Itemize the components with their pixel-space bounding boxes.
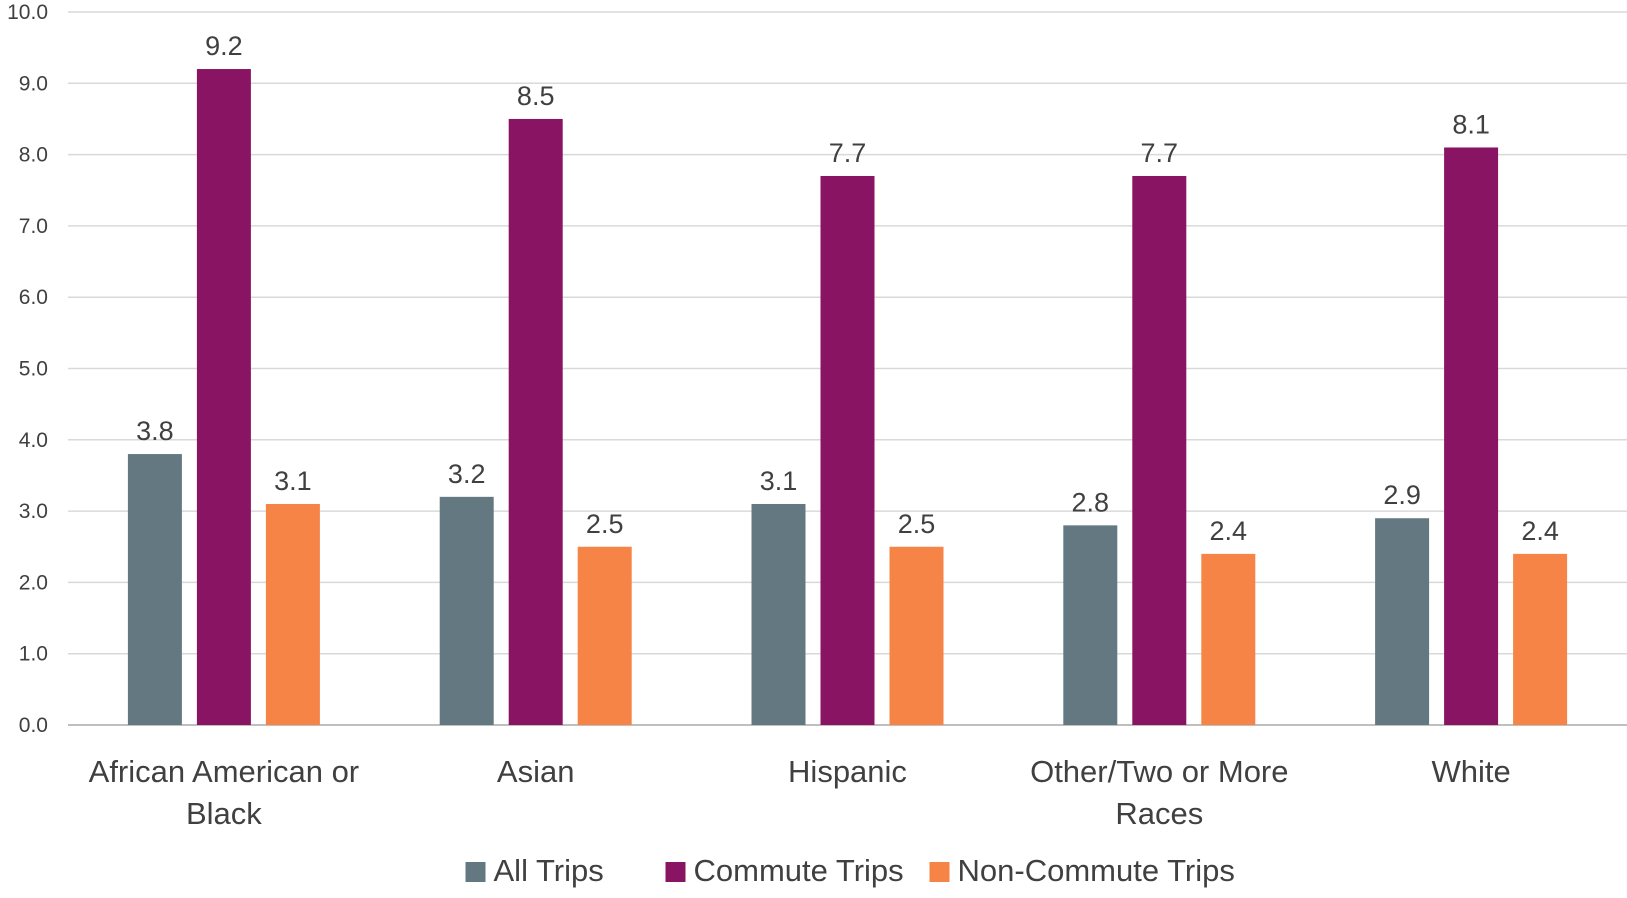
bar-non-commute-trips <box>577 546 632 725</box>
data-label: 3.2 <box>448 459 486 489</box>
y-tick-label: 10.0 <box>7 1 48 24</box>
bar-commute-trips <box>508 118 563 725</box>
data-label: 8.5 <box>517 81 555 111</box>
bar-all-trips <box>1375 518 1430 725</box>
bar-all-trips <box>1063 525 1118 725</box>
y-tick-label: 5.0 <box>19 358 48 381</box>
bar-all-trips <box>439 496 494 725</box>
bar-commute-trips <box>820 175 875 726</box>
legend-swatch <box>665 862 686 882</box>
data-labels: 3.8 9.2 3.1 3.2 8.5 2.5 3.1 7.7 2.5 2.8 7.7 2.4 2.9 8… <box>136 31 1559 546</box>
data-label: 3.8 <box>136 416 174 446</box>
bar-commute-trips <box>1444 147 1499 726</box>
data-label: 3.1 <box>760 466 798 496</box>
data-label: 8.1 <box>1452 109 1490 139</box>
y-tick-label: 8.0 <box>19 144 48 167</box>
y-tick-label: 9.0 <box>19 72 48 95</box>
x-category-label: African American or <box>89 754 360 789</box>
legend-swatch <box>929 862 950 882</box>
legend: All Trips Commute Trips Non-Commute Trips <box>465 853 1235 888</box>
y-tick-label: 7.0 <box>19 215 48 238</box>
data-label: 7.7 <box>1141 138 1179 168</box>
legend-label: All Trips <box>494 853 604 888</box>
x-category-label: Asian <box>497 754 575 789</box>
bar-commute-trips <box>1132 175 1187 726</box>
legend-label: Commute Trips <box>694 853 904 888</box>
bar-all-trips <box>127 454 182 725</box>
data-label: 2.5 <box>586 509 624 539</box>
bars <box>127 69 1568 726</box>
data-label: 9.2 <box>205 31 243 61</box>
bar-non-commute-trips <box>1201 553 1256 725</box>
bar-commute-trips <box>196 69 251 726</box>
legend-swatch <box>465 862 486 882</box>
data-label: 2.4 <box>1521 516 1559 546</box>
x-category-label: Black <box>186 796 262 831</box>
y-tick-label: 3.0 <box>19 500 48 523</box>
y-axis-ticks: 0.0 1.0 2.0 3.0 4.0 5.0 6.0 7.0 8.0 9.0 10.0 <box>7 1 48 737</box>
y-tick-label: 2.0 <box>19 571 48 594</box>
data-label: 2.5 <box>898 509 936 539</box>
legend-label: Non-Commute Trips <box>958 853 1235 888</box>
x-axis-categories: African American or Black Asian Hispanic Oth… <box>89 754 1511 831</box>
x-category-label: Hispanic <box>788 754 907 789</box>
data-label: 7.7 <box>829 138 867 168</box>
x-category-label: White <box>1431 754 1510 789</box>
data-label: 2.8 <box>1072 487 1110 517</box>
y-tick-label: 4.0 <box>19 429 48 452</box>
x-category-label: Other/Two or More <box>1030 754 1288 789</box>
bar-all-trips <box>751 503 806 725</box>
bar-non-commute-trips <box>889 546 944 725</box>
y-tick-label: 1.0 <box>19 643 48 666</box>
data-label: 3.1 <box>274 466 312 496</box>
y-tick-label: 0.0 <box>19 714 48 737</box>
x-category-label: Races <box>1115 796 1203 831</box>
data-label: 2.4 <box>1210 516 1248 546</box>
bar-non-commute-trips <box>265 503 320 725</box>
y-tick-label: 6.0 <box>19 286 48 309</box>
bar-non-commute-trips <box>1513 553 1568 725</box>
data-label: 2.9 <box>1383 480 1421 510</box>
